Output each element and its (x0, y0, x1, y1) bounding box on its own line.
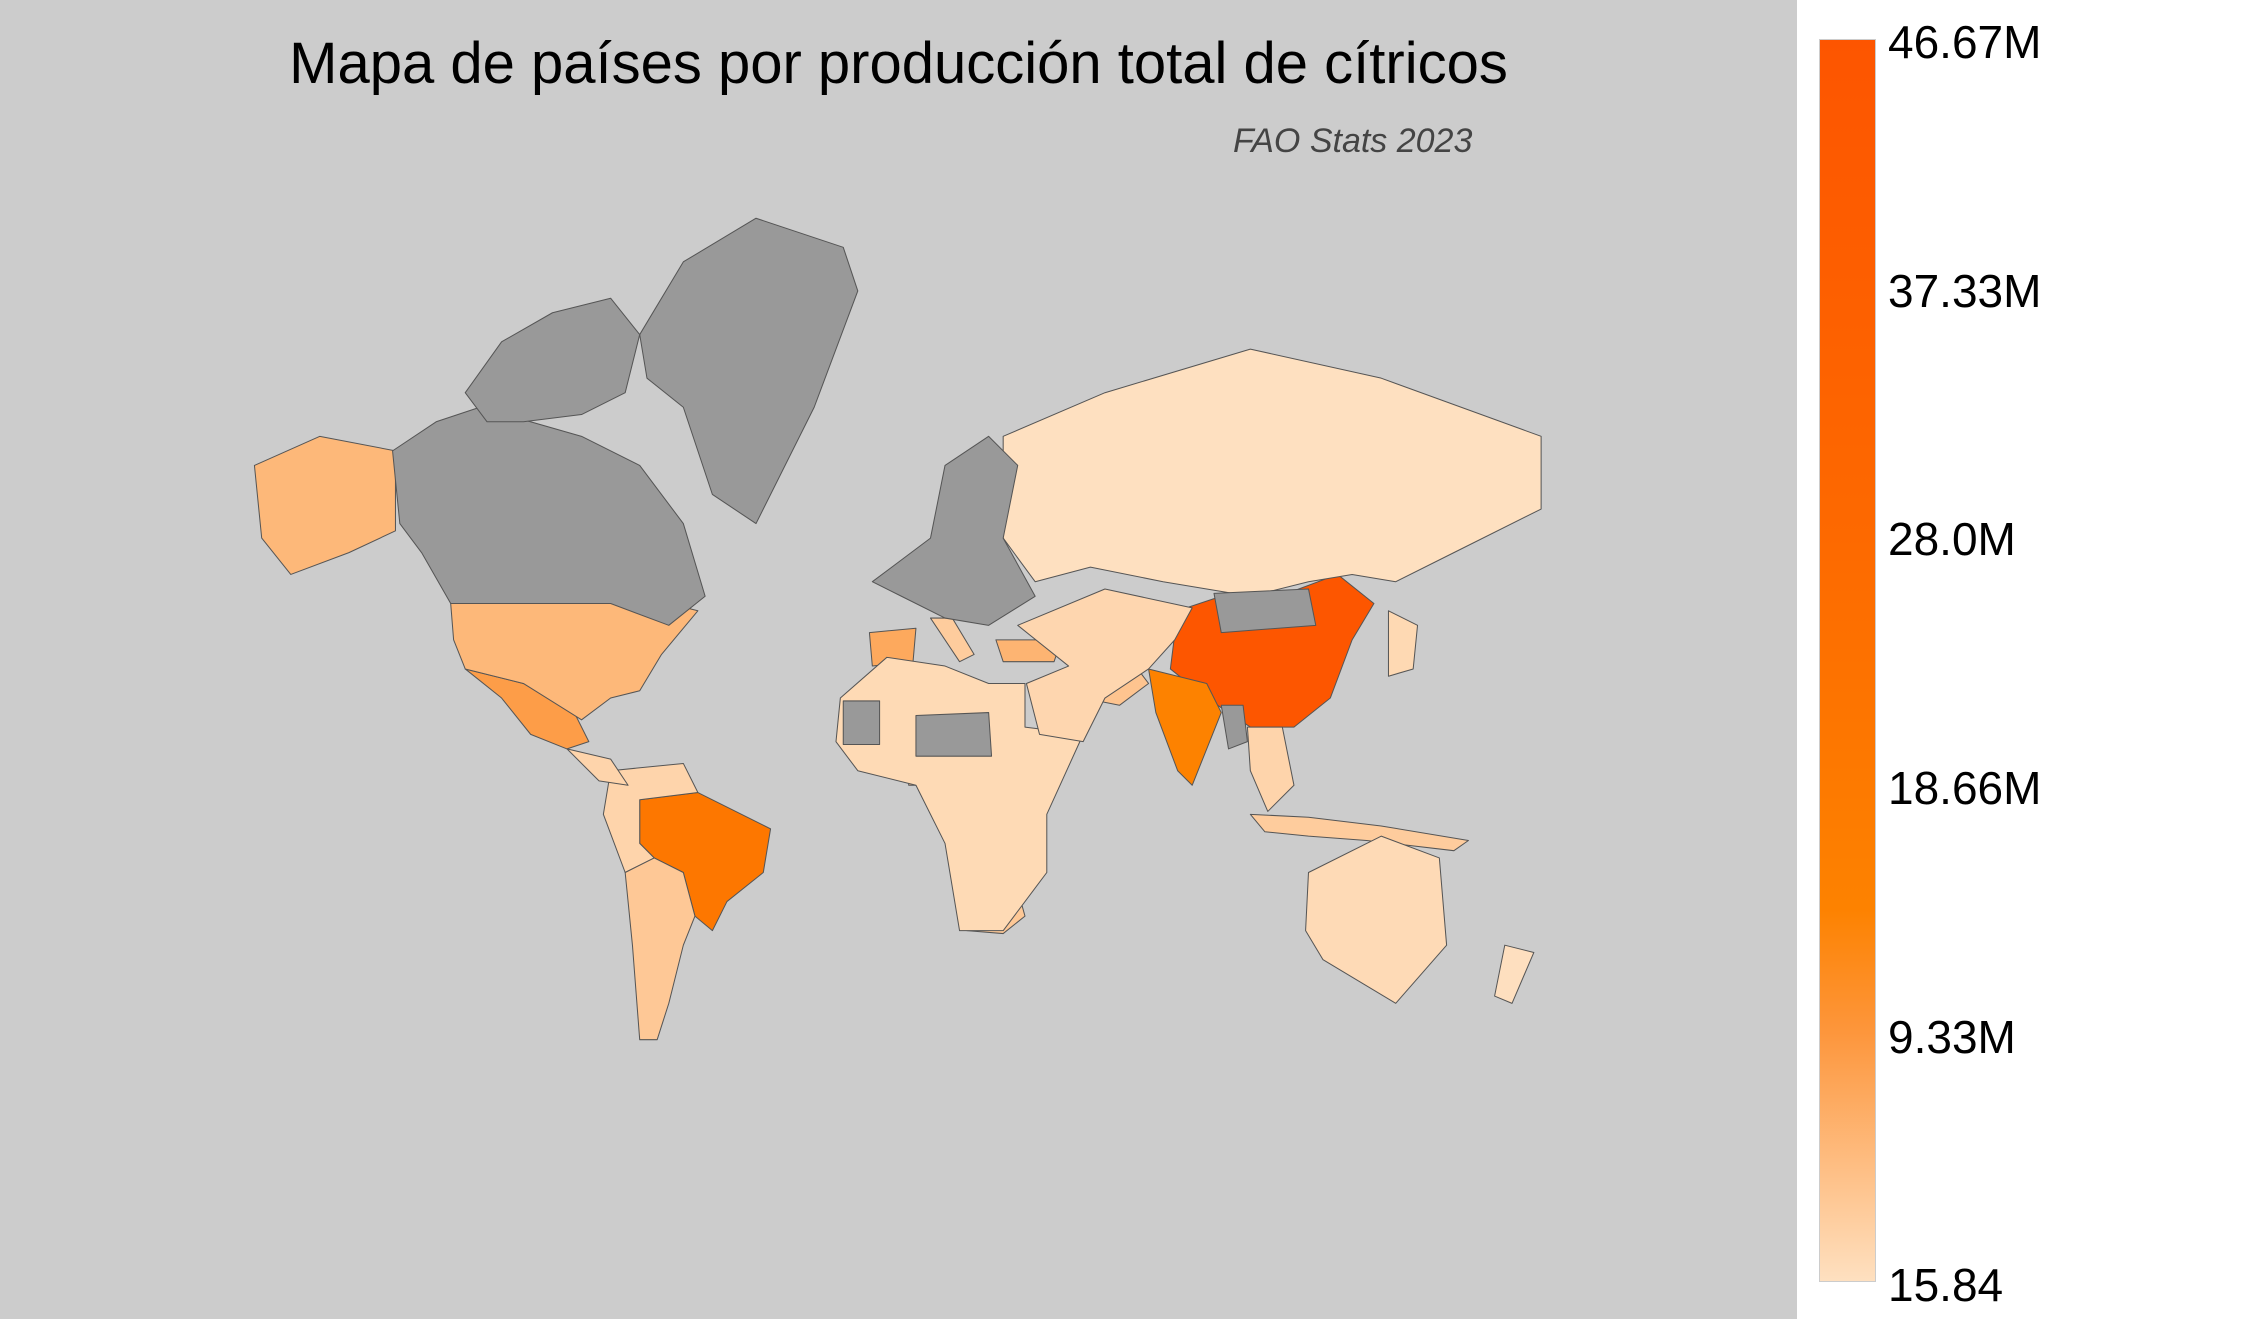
region-niger-chad (915, 712, 993, 757)
region-south-america-rest (602, 762, 699, 874)
colorbar-tick-label: 9.33M (1888, 1010, 2016, 1063)
region-mongolia (1213, 588, 1317, 634)
region-greenland (639, 217, 859, 525)
region-mauritania (842, 700, 881, 746)
region-middle-east (1017, 588, 1193, 743)
region-india (1148, 668, 1222, 786)
map-subtitle: FAO Stats 2023 (1233, 122, 1473, 160)
region-arctic-islands (464, 297, 641, 423)
region-australia (1305, 835, 1448, 1004)
colorbar-tick-label: 15.84 (1888, 1259, 2004, 1311)
colorbar-tick-label: 46.67M (1888, 16, 2042, 68)
region-canada (392, 406, 706, 626)
region-myanmar (1220, 704, 1248, 750)
colorbar-tick-label: 18.66M (1888, 762, 2042, 814)
map-title: Mapa de países por producción total de c… (289, 31, 1508, 96)
region-italy (929, 617, 975, 663)
region-indonesia (1249, 813, 1469, 852)
region-africa-rest (835, 656, 1084, 932)
world-map (253, 217, 1542, 1041)
region-japan (1387, 610, 1419, 677)
region-alaska (253, 435, 396, 575)
region-europe-north (871, 435, 1036, 626)
region-new-zealand (1494, 944, 1535, 1004)
colorbar-tick-label: 37.33M (1888, 264, 2042, 317)
region-russia (1002, 348, 1542, 597)
region-se-asia (1246, 726, 1295, 812)
region-central-america (566, 748, 629, 786)
colorbar (1819, 39, 1876, 1282)
region-argentina (624, 857, 696, 1041)
colorbar-tick-label: 28.0M (1888, 513, 2016, 566)
